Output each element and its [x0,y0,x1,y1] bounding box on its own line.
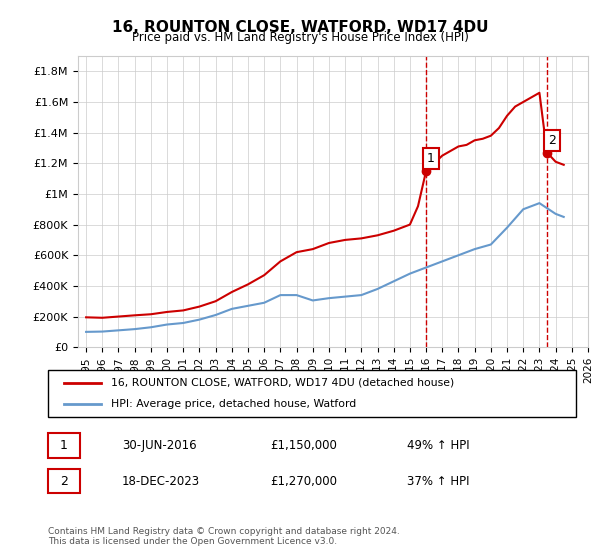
Text: 1: 1 [60,439,68,452]
Text: 30-JUN-2016: 30-JUN-2016 [122,439,197,452]
Text: £1,270,000: £1,270,000 [270,475,337,488]
Text: 2: 2 [548,134,556,147]
Text: 37% ↑ HPI: 37% ↑ HPI [407,475,470,488]
FancyBboxPatch shape [48,370,576,417]
FancyBboxPatch shape [48,433,80,458]
Text: 49% ↑ HPI: 49% ↑ HPI [407,439,470,452]
Text: Price paid vs. HM Land Registry's House Price Index (HPI): Price paid vs. HM Land Registry's House … [131,31,469,44]
Text: 2: 2 [60,475,68,488]
Text: HPI: Average price, detached house, Watford: HPI: Average price, detached house, Watf… [112,399,356,409]
Text: 16, ROUNTON CLOSE, WATFORD, WD17 4DU (detached house): 16, ROUNTON CLOSE, WATFORD, WD17 4DU (de… [112,378,455,388]
Text: £1,150,000: £1,150,000 [270,439,337,452]
FancyBboxPatch shape [48,469,80,493]
Text: 18-DEC-2023: 18-DEC-2023 [122,475,200,488]
Text: 1: 1 [427,152,435,165]
Text: 16, ROUNTON CLOSE, WATFORD, WD17 4DU: 16, ROUNTON CLOSE, WATFORD, WD17 4DU [112,20,488,35]
Text: Contains HM Land Registry data © Crown copyright and database right 2024.
This d: Contains HM Land Registry data © Crown c… [48,526,400,546]
